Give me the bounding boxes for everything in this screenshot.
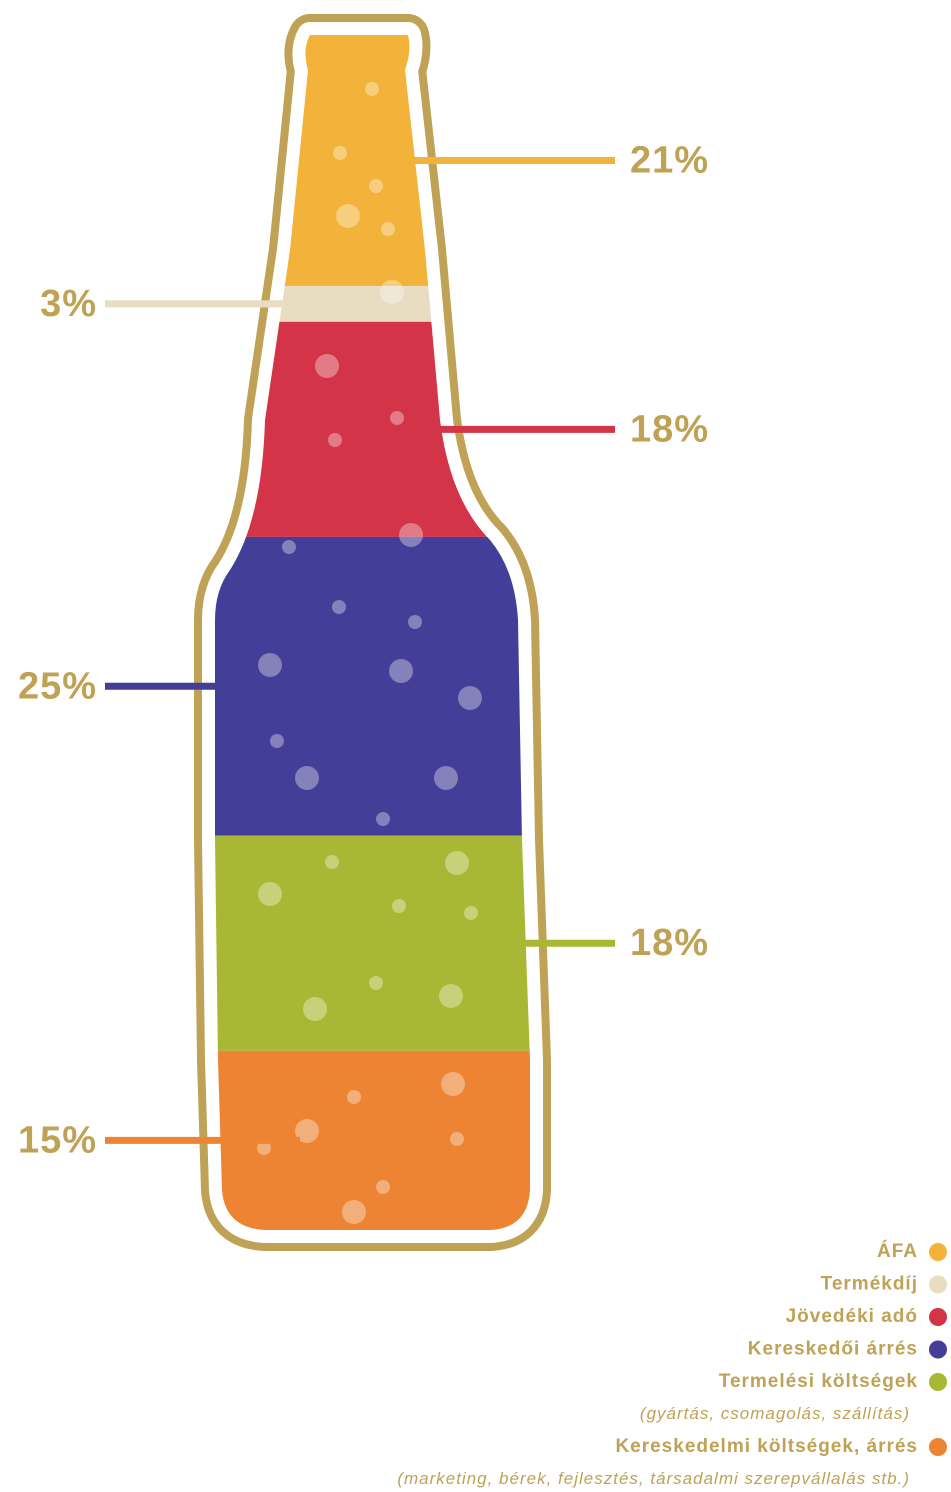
legend-note: (marketing, bérek, fejlesztés, társadalm… — [397, 1469, 910, 1488]
legend-swatch — [929, 1373, 947, 1391]
legend-swatch — [929, 1275, 947, 1294]
legend-swatch — [929, 1308, 947, 1326]
legend-swatch — [929, 1243, 947, 1261]
bubbles — [257, 82, 482, 1224]
value-label: 18% — [630, 408, 709, 450]
legend-label: Termékdíj — [821, 1274, 918, 1295]
value-label: 21% — [630, 140, 709, 182]
legend-note: (gyártás, csomagolás, szállítás) — [640, 1404, 910, 1423]
legend-swatch — [929, 1340, 947, 1359]
legend-label: Termelési költségek — [719, 1371, 918, 1392]
legend-swatch — [929, 1438, 947, 1456]
legend-label: Jövedéki adó — [786, 1306, 918, 1327]
segment — [215, 35, 530, 286]
legend-label: Kereskedői árrés — [748, 1339, 918, 1360]
value-label: 15% — [18, 1119, 97, 1161]
legend-label: Kereskedelmi költségek, árrés — [615, 1436, 918, 1457]
value-label: 3% — [40, 283, 97, 325]
value-label: 25% — [18, 665, 97, 707]
value-label: 18% — [630, 922, 709, 964]
legend-label: ÁFA — [877, 1240, 918, 1262]
